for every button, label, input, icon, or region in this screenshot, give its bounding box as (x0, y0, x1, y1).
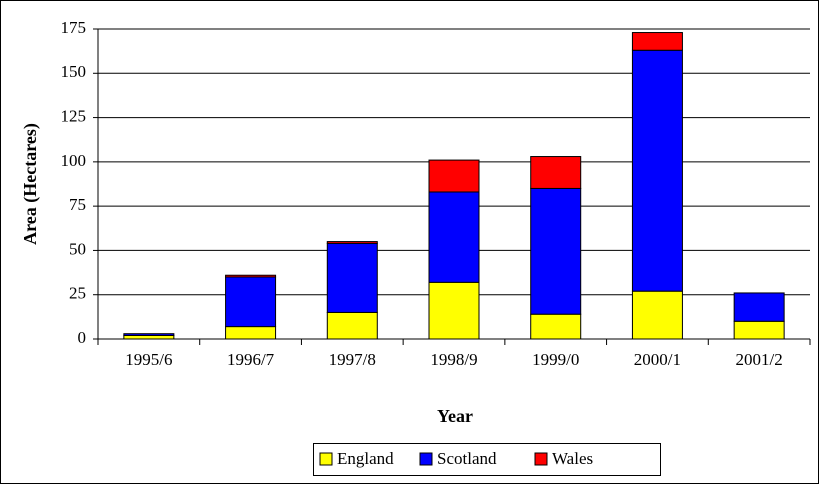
bar-segment (530, 156, 582, 189)
legend-swatch (319, 452, 333, 466)
y-tick-label: 150 (61, 62, 87, 81)
legend (313, 443, 661, 476)
x-tick-label: 1997/8 (329, 350, 376, 369)
legend-label: Scotland (437, 449, 497, 468)
y-tick-label: 25 (69, 284, 86, 303)
x-tick-label: 2000/1 (634, 350, 681, 369)
bar-segment (225, 326, 277, 340)
y-tick-label: 175 (61, 18, 87, 37)
bar-segment (733, 292, 785, 322)
y-tick-label: 100 (61, 151, 87, 170)
bar-segment (326, 241, 378, 244)
x-tick-label: 2001/2 (736, 350, 783, 369)
bar-segment (631, 49, 683, 292)
bar-segment (428, 159, 480, 193)
y-tick-label: 125 (61, 106, 87, 125)
y-axis-title: Area (Hectares) (20, 123, 41, 245)
x-tick-label: 1999/0 (532, 350, 579, 369)
legend-swatch (419, 452, 433, 466)
bar-segment (225, 276, 277, 328)
y-tick-label: 0 (78, 328, 87, 347)
legend-label: England (337, 449, 394, 468)
legend-swatch (534, 452, 548, 466)
legend-label: Wales (552, 449, 593, 468)
x-tick-label: 1998/9 (430, 350, 477, 369)
y-tick-label: 75 (69, 195, 86, 214)
bar-segment (326, 311, 378, 340)
bar-segment (123, 334, 175, 340)
x-tick-label: 1995/6 (125, 350, 172, 369)
bar-segment (326, 242, 378, 313)
bar-segment (631, 32, 683, 51)
bar-segment (225, 274, 277, 278)
bar-segment (530, 313, 582, 340)
y-tick-label: 50 (69, 239, 86, 258)
bar-segment (123, 333, 175, 336)
bar-segment (428, 191, 480, 283)
x-tick-label: 1996/7 (227, 350, 275, 369)
bar-segment (631, 290, 683, 340)
bar-segment (428, 281, 480, 340)
bar-segment (530, 187, 582, 315)
bar-segment (733, 320, 785, 340)
x-axis-title: Year (437, 406, 473, 426)
